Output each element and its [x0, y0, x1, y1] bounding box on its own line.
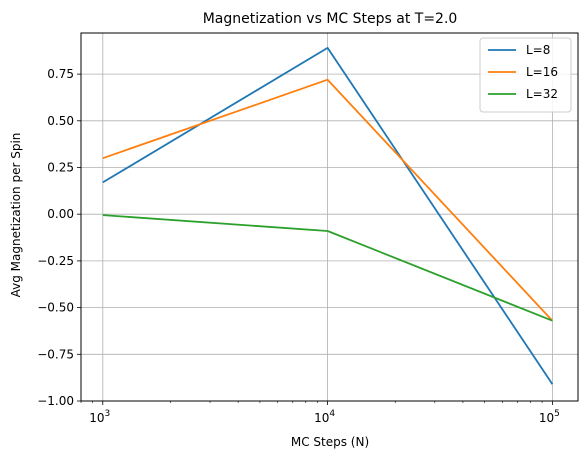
x-tick-label: 105 — [539, 409, 560, 425]
series-line-l-8 — [102, 47, 554, 385]
y-tick-label: 0.75 — [47, 67, 74, 81]
legend-label: L=32 — [526, 87, 558, 101]
legend: L=8 L=16 L=32 — [479, 37, 572, 113]
y-axis-ticks: 0.75 0.50 0.25 0.00 −0.25 −0.50 −0.75 −1.00 — [37, 67, 81, 408]
chart-title: Magnetization vs MC Steps at T=2.0 — [203, 11, 458, 27]
y-tick-label: −0.25 — [37, 254, 74, 268]
series-lines — [102, 47, 554, 385]
y-tick-label: −1.00 — [37, 394, 74, 408]
plot-frame — [80, 32, 579, 402]
x-axis-ticks: 103 104 105 — [80, 401, 560, 425]
y-tick-label: 0.00 — [47, 207, 74, 221]
y-tick-label: −0.50 — [37, 301, 74, 315]
y-tick-label: −0.75 — [37, 347, 74, 361]
legend-label: L=16 — [526, 65, 558, 79]
y-tick-label: 0.25 — [47, 160, 74, 174]
legend-label: L=8 — [526, 43, 550, 57]
x-tick-label: 104 — [314, 409, 335, 425]
series-line-l-32 — [102, 214, 553, 322]
x-axis-label: MC Steps (N) — [291, 435, 369, 449]
x-tick-label: 103 — [89, 409, 110, 425]
y-tick-label: 0.50 — [47, 114, 74, 128]
y-axis-label: Avg Magnetization per Spin — [9, 133, 23, 298]
series-line-l-16 — [102, 78, 554, 322]
